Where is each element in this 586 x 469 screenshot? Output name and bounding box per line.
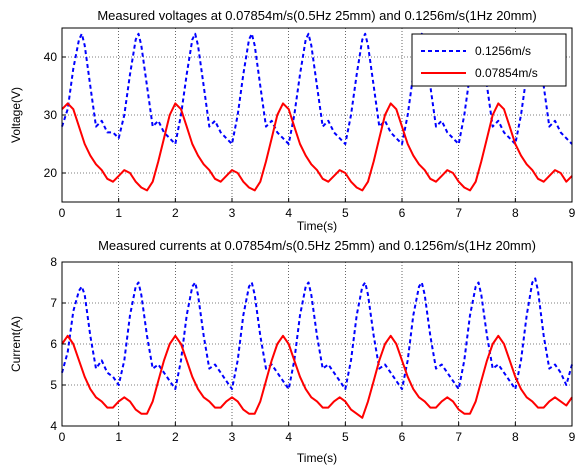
legend-label-1: 0.07854m/s: [475, 66, 538, 80]
y-tick-label: 7: [50, 296, 57, 310]
x-axis-label: Time(s): [297, 451, 337, 465]
x-tick-label: 1: [115, 430, 122, 444]
x-tick-label: 5: [342, 430, 349, 444]
y-tick-label: 8: [50, 255, 57, 269]
x-tick-label: 4: [285, 206, 292, 220]
x-tick-label: 8: [512, 430, 519, 444]
ticks: 0 1 2 3 4 5 6 7 8 9 20 30 40: [44, 50, 576, 220]
series-group: [61, 277, 573, 419]
x-tick-label: 6: [399, 206, 406, 220]
y-tick-label: 40: [44, 50, 58, 64]
x-tick-label: 7: [455, 430, 462, 444]
y-axis-label: Current(A): [9, 316, 23, 372]
x-tick-label: 8: [512, 206, 519, 220]
legend-box: [411, 33, 567, 87]
ticks: 0 1 2 3 4 5 6 7 8 9 4 5 6 7 8: [50, 255, 575, 444]
voltage-chart: Measured voltages at 0.07854m/s(0.5Hz 25…: [9, 8, 576, 233]
x-tick-label: 3: [229, 206, 236, 220]
x-tick-label: 0: [59, 206, 66, 220]
x-tick-label: 2: [172, 206, 179, 220]
x-tick-label: 6: [399, 430, 406, 444]
x-tick-label: 1: [115, 206, 122, 220]
series-line-1: [61, 102, 573, 192]
y-tick-label: 20: [44, 166, 58, 180]
y-tick-label: 6: [50, 337, 57, 351]
legend-label-0: 0.1256m/s: [475, 44, 531, 58]
chart-title: Measured currents at 0.07854m/s(0.5Hz 25…: [98, 238, 536, 253]
current-chart: Measured currents at 0.07854m/s(0.5Hz 25…: [9, 238, 576, 465]
x-tick-label: 9: [569, 430, 576, 444]
y-tick-label: 4: [50, 419, 57, 433]
chart-title: Measured voltages at 0.07854m/s(0.5Hz 25…: [97, 8, 536, 23]
x-tick-label: 3: [229, 430, 236, 444]
y-axis-label: Voltage(V): [9, 87, 23, 143]
grid: [62, 262, 572, 426]
series-line-1: [61, 334, 573, 419]
x-tick-label: 7: [455, 206, 462, 220]
x-tick-label: 9: [569, 206, 576, 220]
x-tick-label: 0: [59, 430, 66, 444]
x-tick-label: 2: [172, 430, 179, 444]
y-tick-label: 30: [44, 108, 58, 122]
x-tick-label: 4: [285, 430, 292, 444]
series-line-0: [61, 277, 573, 391]
y-tick-label: 5: [50, 378, 57, 392]
x-axis-label: Time(s): [297, 219, 337, 233]
legend: 0.1256m/s 0.07854m/s: [411, 33, 567, 87]
x-tick-label: 5: [342, 206, 349, 220]
